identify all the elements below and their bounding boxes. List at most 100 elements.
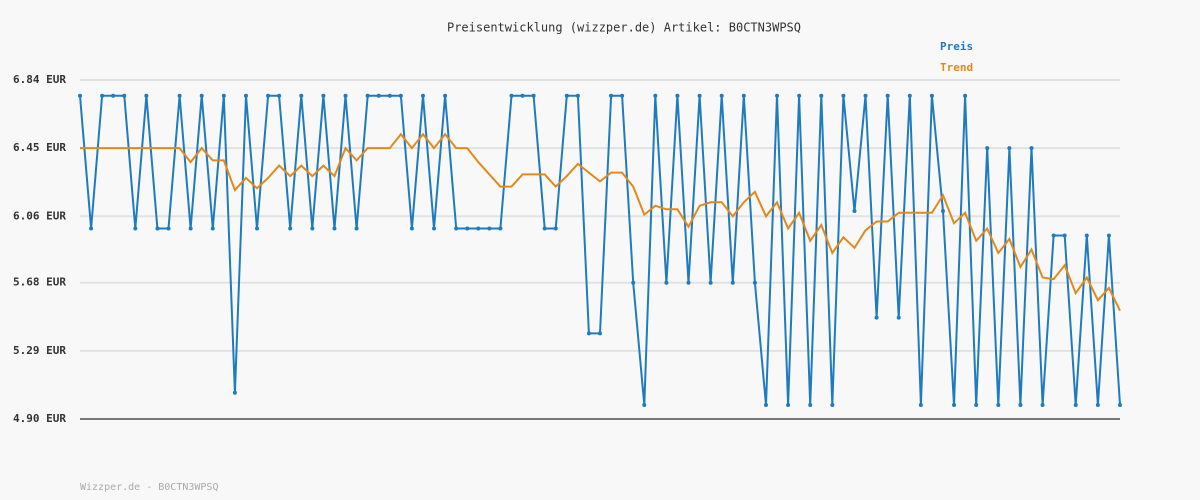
- point: [1062, 233, 1067, 238]
- y-tick-label: 6.84 EUR: [13, 73, 66, 86]
- point: [520, 93, 525, 98]
- point: [896, 315, 901, 320]
- point: [775, 93, 780, 98]
- point: [122, 93, 127, 98]
- point: [465, 226, 470, 231]
- point: [697, 93, 702, 98]
- point: [963, 93, 968, 98]
- point: [531, 93, 536, 98]
- point: [940, 209, 945, 214]
- point: [852, 209, 857, 214]
- point: [929, 93, 934, 98]
- point: [1051, 233, 1056, 238]
- point: [299, 93, 304, 98]
- point: [1073, 403, 1078, 408]
- point: [343, 93, 348, 98]
- point: [598, 331, 602, 336]
- point: [509, 93, 514, 98]
- footer: Wizzper.de - B0CTN3WPSQ: [80, 482, 218, 493]
- point: [89, 226, 94, 231]
- point: [918, 403, 923, 408]
- point: [609, 93, 614, 98]
- point: [387, 93, 392, 98]
- point: [232, 390, 237, 395]
- point: [100, 93, 105, 98]
- point: [177, 93, 182, 98]
- point: [354, 226, 359, 231]
- point: [996, 403, 1001, 408]
- point: [642, 403, 647, 408]
- point: [78, 93, 82, 98]
- point: [487, 226, 492, 231]
- point: [686, 280, 691, 285]
- point: [144, 93, 149, 98]
- point: [575, 93, 580, 98]
- point: [1084, 233, 1089, 238]
- point: [841, 93, 846, 98]
- point: [243, 93, 248, 98]
- point: [476, 226, 481, 231]
- point: [409, 226, 414, 231]
- point: [542, 226, 547, 231]
- chart-title: Preisentwicklung (wizzper.de) Artikel: B…: [447, 21, 801, 35]
- point: [874, 315, 879, 320]
- point: [376, 93, 381, 98]
- point: [719, 93, 724, 98]
- point: [808, 403, 813, 408]
- point: [210, 226, 215, 231]
- point: [763, 403, 768, 408]
- point: [1029, 146, 1034, 151]
- point: [830, 403, 835, 408]
- point: [675, 93, 680, 98]
- point: [586, 331, 591, 336]
- point: [907, 93, 912, 98]
- point: [819, 93, 824, 98]
- point: [952, 403, 957, 408]
- point: [653, 93, 658, 98]
- y-tick-label: 4.90 EUR: [13, 412, 66, 425]
- point: [985, 146, 990, 151]
- point: [1007, 146, 1012, 151]
- y-tick-label: 5.68 EUR: [13, 276, 66, 289]
- point: [310, 226, 315, 231]
- point: [1118, 403, 1122, 408]
- point: [398, 93, 403, 98]
- point: [221, 93, 226, 98]
- point: [432, 226, 437, 231]
- legend-label: Trend: [940, 61, 973, 74]
- point: [277, 93, 282, 98]
- point: [730, 280, 735, 285]
- point: [564, 93, 569, 98]
- legend-label: Preis: [940, 40, 973, 53]
- point: [365, 93, 370, 98]
- point: [708, 280, 713, 285]
- point: [188, 226, 193, 231]
- point: [553, 226, 558, 231]
- point: [288, 226, 293, 231]
- point: [443, 93, 448, 98]
- y-tick-label: 6.45 EUR: [13, 141, 66, 154]
- point: [974, 403, 979, 408]
- point: [786, 403, 791, 408]
- point: [498, 226, 503, 231]
- point: [885, 93, 890, 98]
- point: [133, 226, 138, 231]
- y-tick-label: 5.29 EUR: [13, 344, 66, 357]
- point: [1018, 403, 1023, 408]
- point: [1095, 403, 1100, 408]
- point: [454, 226, 459, 231]
- point: [255, 226, 260, 231]
- point: [321, 93, 326, 98]
- point: [332, 226, 337, 231]
- point: [420, 93, 425, 98]
- point: [111, 93, 116, 98]
- point: [797, 93, 802, 98]
- point: [155, 226, 160, 231]
- y-tick-label: 6.06 EUR: [13, 209, 66, 222]
- point: [266, 93, 271, 98]
- point: [863, 93, 868, 98]
- series-line: [80, 132, 1121, 312]
- point: [166, 226, 171, 231]
